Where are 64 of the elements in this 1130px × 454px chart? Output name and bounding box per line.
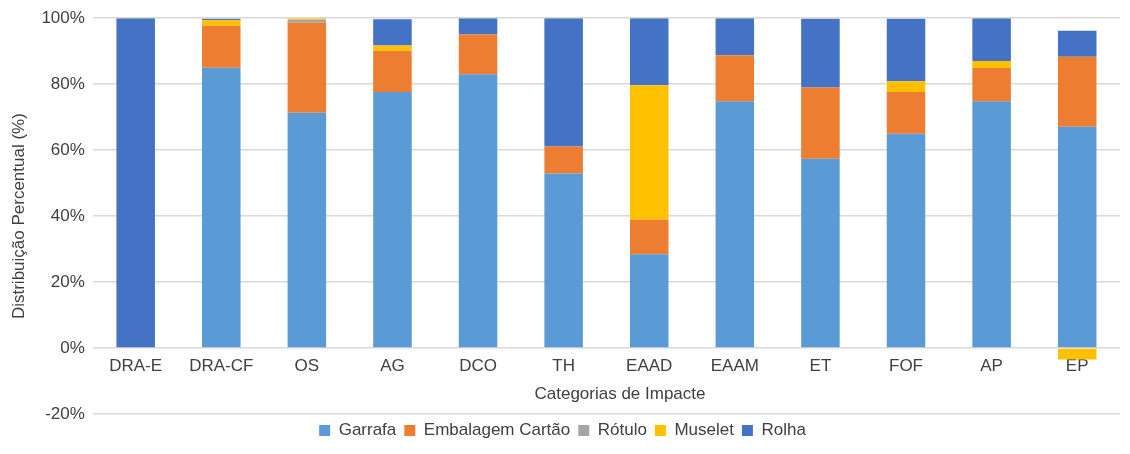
y-tick-label: -20% — [45, 403, 85, 423]
bar — [886, 81, 926, 93]
bar — [629, 219, 669, 255]
x-tick-label: OS — [294, 355, 320, 375]
x-tick-label: ET — [809, 355, 832, 375]
bar — [972, 68, 1011, 102]
bar — [116, 18, 155, 348]
y-tick-label: 100% — [41, 7, 85, 27]
bar — [715, 55, 755, 102]
bar — [629, 18, 669, 86]
x-tick-label: TH — [552, 355, 575, 375]
bar — [886, 133, 926, 348]
legend-label: Muselet — [674, 420, 735, 440]
legend-label: Rolha — [761, 420, 807, 440]
bar — [287, 112, 327, 348]
y-tick-label: 80% — [50, 73, 85, 93]
bar — [715, 18, 755, 56]
bar — [544, 146, 583, 174]
x-tick-label: DRA-E — [109, 355, 163, 375]
x-tick-label: EP — [1065, 355, 1089, 375]
bar — [1057, 348, 1097, 360]
bar — [629, 254, 669, 348]
legend-label: Rótulo — [597, 420, 647, 440]
y-axis-title: Distribuição Percentual (%) — [8, 113, 28, 320]
bar — [715, 101, 755, 348]
bar — [972, 61, 1011, 69]
legend-label: Embalagem Cartão — [423, 420, 571, 440]
y-tick-label: 0% — [60, 337, 85, 357]
bar — [544, 18, 583, 147]
y-tick-label: 20% — [50, 271, 85, 291]
x-tick-label: EAAM — [710, 355, 759, 375]
bar — [202, 20, 241, 26]
bar — [972, 18, 1011, 62]
bar — [801, 87, 840, 159]
x-axis-title: Categorias de Impacte — [533, 384, 707, 404]
bar — [1057, 30, 1097, 57]
bar — [458, 74, 498, 348]
bar — [544, 173, 583, 348]
bar — [886, 92, 926, 134]
x-tick-label: AG — [380, 355, 405, 375]
bar — [373, 19, 412, 46]
x-tick-label: AP — [980, 355, 1003, 375]
bar — [458, 34, 498, 75]
bar — [972, 101, 1011, 348]
bar — [373, 50, 412, 93]
y-tick-label: 60% — [50, 139, 85, 159]
legend-label: Garrafa — [338, 420, 397, 440]
x-tick-label: FOF — [889, 355, 924, 375]
bar — [1057, 56, 1097, 127]
bar — [373, 45, 412, 51]
bar — [801, 158, 840, 348]
bar — [886, 18, 926, 82]
bar — [1057, 126, 1097, 348]
bar — [287, 22, 327, 113]
bar — [801, 18, 840, 88]
x-tick-label: EAAD — [626, 355, 673, 375]
bar — [629, 85, 669, 220]
y-tick-label: 40% — [50, 205, 85, 225]
x-tick-label: DRA-CF — [189, 355, 254, 375]
bar — [458, 18, 498, 35]
bar — [202, 67, 241, 348]
bar — [202, 25, 241, 68]
x-tick-label: DCO — [459, 355, 497, 375]
bar — [373, 92, 412, 348]
